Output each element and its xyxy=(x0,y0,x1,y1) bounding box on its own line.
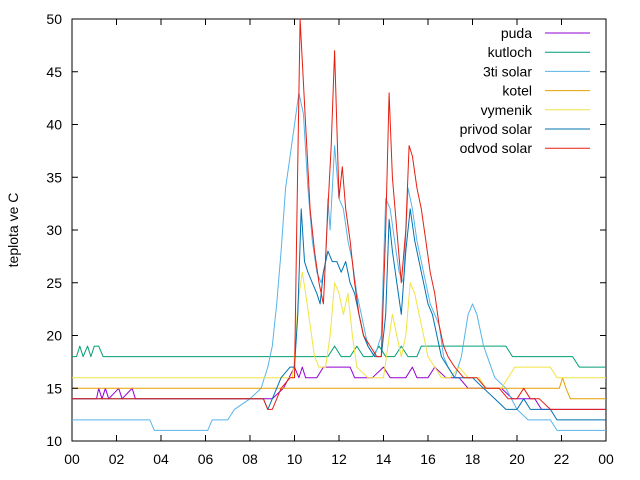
x-tick-label: 16 xyxy=(420,451,436,467)
legend: puda kutloch 3ti solar kotel vymenik privod s… xyxy=(460,25,590,156)
y-tick-label: 10 xyxy=(46,433,62,449)
x-tick-label: 14 xyxy=(376,451,392,467)
x-tick-label: 22 xyxy=(554,451,570,467)
series-line-odvod-solar xyxy=(72,18,606,410)
x-tick-label: 08 xyxy=(242,451,258,467)
y-tick-label: 25 xyxy=(46,275,62,291)
legend-label: 3ti solar xyxy=(483,63,532,79)
legend-label: privod solar xyxy=(460,121,533,137)
y-tick-label: 40 xyxy=(46,117,62,133)
axis-ticks: 00 02 04 06 08 10 12 14 16 18 20 22 0010152025303540… xyxy=(46,11,614,467)
legend-label: kotel xyxy=(502,83,532,99)
x-tick-label: 18 xyxy=(465,451,481,467)
series-line-3ti-solar xyxy=(72,92,606,431)
y-tick-label: 35 xyxy=(46,169,62,185)
x-tick-label: 12 xyxy=(331,451,347,467)
y-tick-label: 20 xyxy=(46,328,62,344)
series-lines xyxy=(72,18,606,431)
x-tick-label: 04 xyxy=(153,451,169,467)
series-line-kutloch xyxy=(72,345,606,368)
x-tick-label: 06 xyxy=(198,451,214,467)
y-tick-label: 50 xyxy=(46,11,62,27)
y-axis-label: teplota ve C xyxy=(5,193,21,268)
series-line-vymenik xyxy=(72,271,606,389)
y-tick-label: 15 xyxy=(46,380,62,396)
x-tick-label: 00 xyxy=(598,451,614,467)
series-line-kotel xyxy=(72,377,606,400)
legend-label: odvod solar xyxy=(460,140,533,156)
x-tick-label: 00 xyxy=(64,451,80,467)
y-tick-label: 45 xyxy=(46,64,62,80)
x-tick-label: 20 xyxy=(509,451,525,467)
x-tick-label: 10 xyxy=(287,451,303,467)
legend-label: puda xyxy=(501,25,532,41)
legend-label: vymenik xyxy=(481,102,533,118)
series-line-puda xyxy=(72,366,606,410)
x-tick-label: 02 xyxy=(109,451,125,467)
series-line-privod-solar xyxy=(72,208,606,421)
y-tick-label: 30 xyxy=(46,222,62,238)
legend-label: kutloch xyxy=(488,44,532,60)
